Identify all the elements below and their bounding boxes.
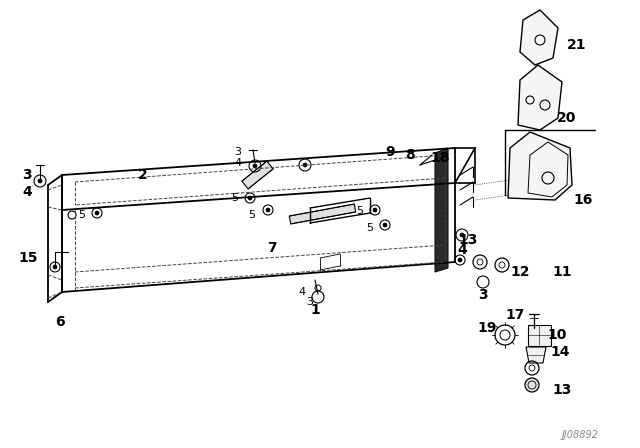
Circle shape: [373, 208, 377, 212]
Text: 7: 7: [267, 241, 277, 255]
Polygon shape: [508, 132, 572, 200]
Text: 17: 17: [506, 308, 525, 322]
Polygon shape: [518, 65, 562, 130]
Text: 15: 15: [19, 251, 38, 265]
Text: 5: 5: [356, 206, 364, 216]
Polygon shape: [526, 347, 546, 363]
Text: 12: 12: [510, 265, 530, 279]
Circle shape: [266, 208, 270, 212]
Text: 1: 1: [310, 303, 320, 317]
Text: 6: 6: [55, 315, 65, 329]
Circle shape: [383, 223, 387, 227]
Circle shape: [458, 258, 462, 262]
Text: 5: 5: [248, 210, 255, 220]
Circle shape: [253, 164, 257, 168]
Text: 4: 4: [298, 287, 305, 297]
FancyBboxPatch shape: [527, 324, 550, 345]
Text: 5: 5: [367, 223, 374, 233]
Text: 13: 13: [458, 233, 477, 247]
Text: 3: 3: [22, 168, 32, 182]
Polygon shape: [242, 161, 273, 189]
Text: 20: 20: [557, 111, 577, 125]
Circle shape: [303, 163, 307, 167]
Circle shape: [248, 196, 252, 200]
Polygon shape: [289, 204, 356, 224]
Text: 18: 18: [430, 151, 450, 165]
Text: 3: 3: [307, 297, 314, 307]
Circle shape: [525, 378, 539, 392]
Text: 13: 13: [552, 383, 572, 397]
Text: 4: 4: [234, 158, 241, 168]
Circle shape: [95, 211, 99, 215]
Text: 9: 9: [385, 145, 395, 159]
Text: 2: 2: [138, 168, 148, 182]
Text: 16: 16: [573, 193, 593, 207]
Text: JJ08892: JJ08892: [561, 430, 598, 440]
Text: 21: 21: [567, 38, 587, 52]
Circle shape: [53, 265, 57, 269]
Text: 11: 11: [552, 265, 572, 279]
Text: 5: 5: [232, 193, 239, 203]
Polygon shape: [520, 10, 558, 65]
Circle shape: [38, 179, 42, 183]
Polygon shape: [435, 148, 448, 272]
Text: 3: 3: [234, 147, 241, 157]
Text: 4: 4: [457, 243, 467, 257]
Text: 10: 10: [547, 328, 566, 342]
Text: 14: 14: [550, 345, 570, 359]
Text: 5: 5: [79, 210, 86, 220]
Circle shape: [460, 233, 464, 237]
Text: 19: 19: [477, 321, 497, 335]
Text: 3: 3: [478, 288, 488, 302]
Text: 8: 8: [405, 148, 415, 162]
Text: 4: 4: [22, 185, 32, 199]
